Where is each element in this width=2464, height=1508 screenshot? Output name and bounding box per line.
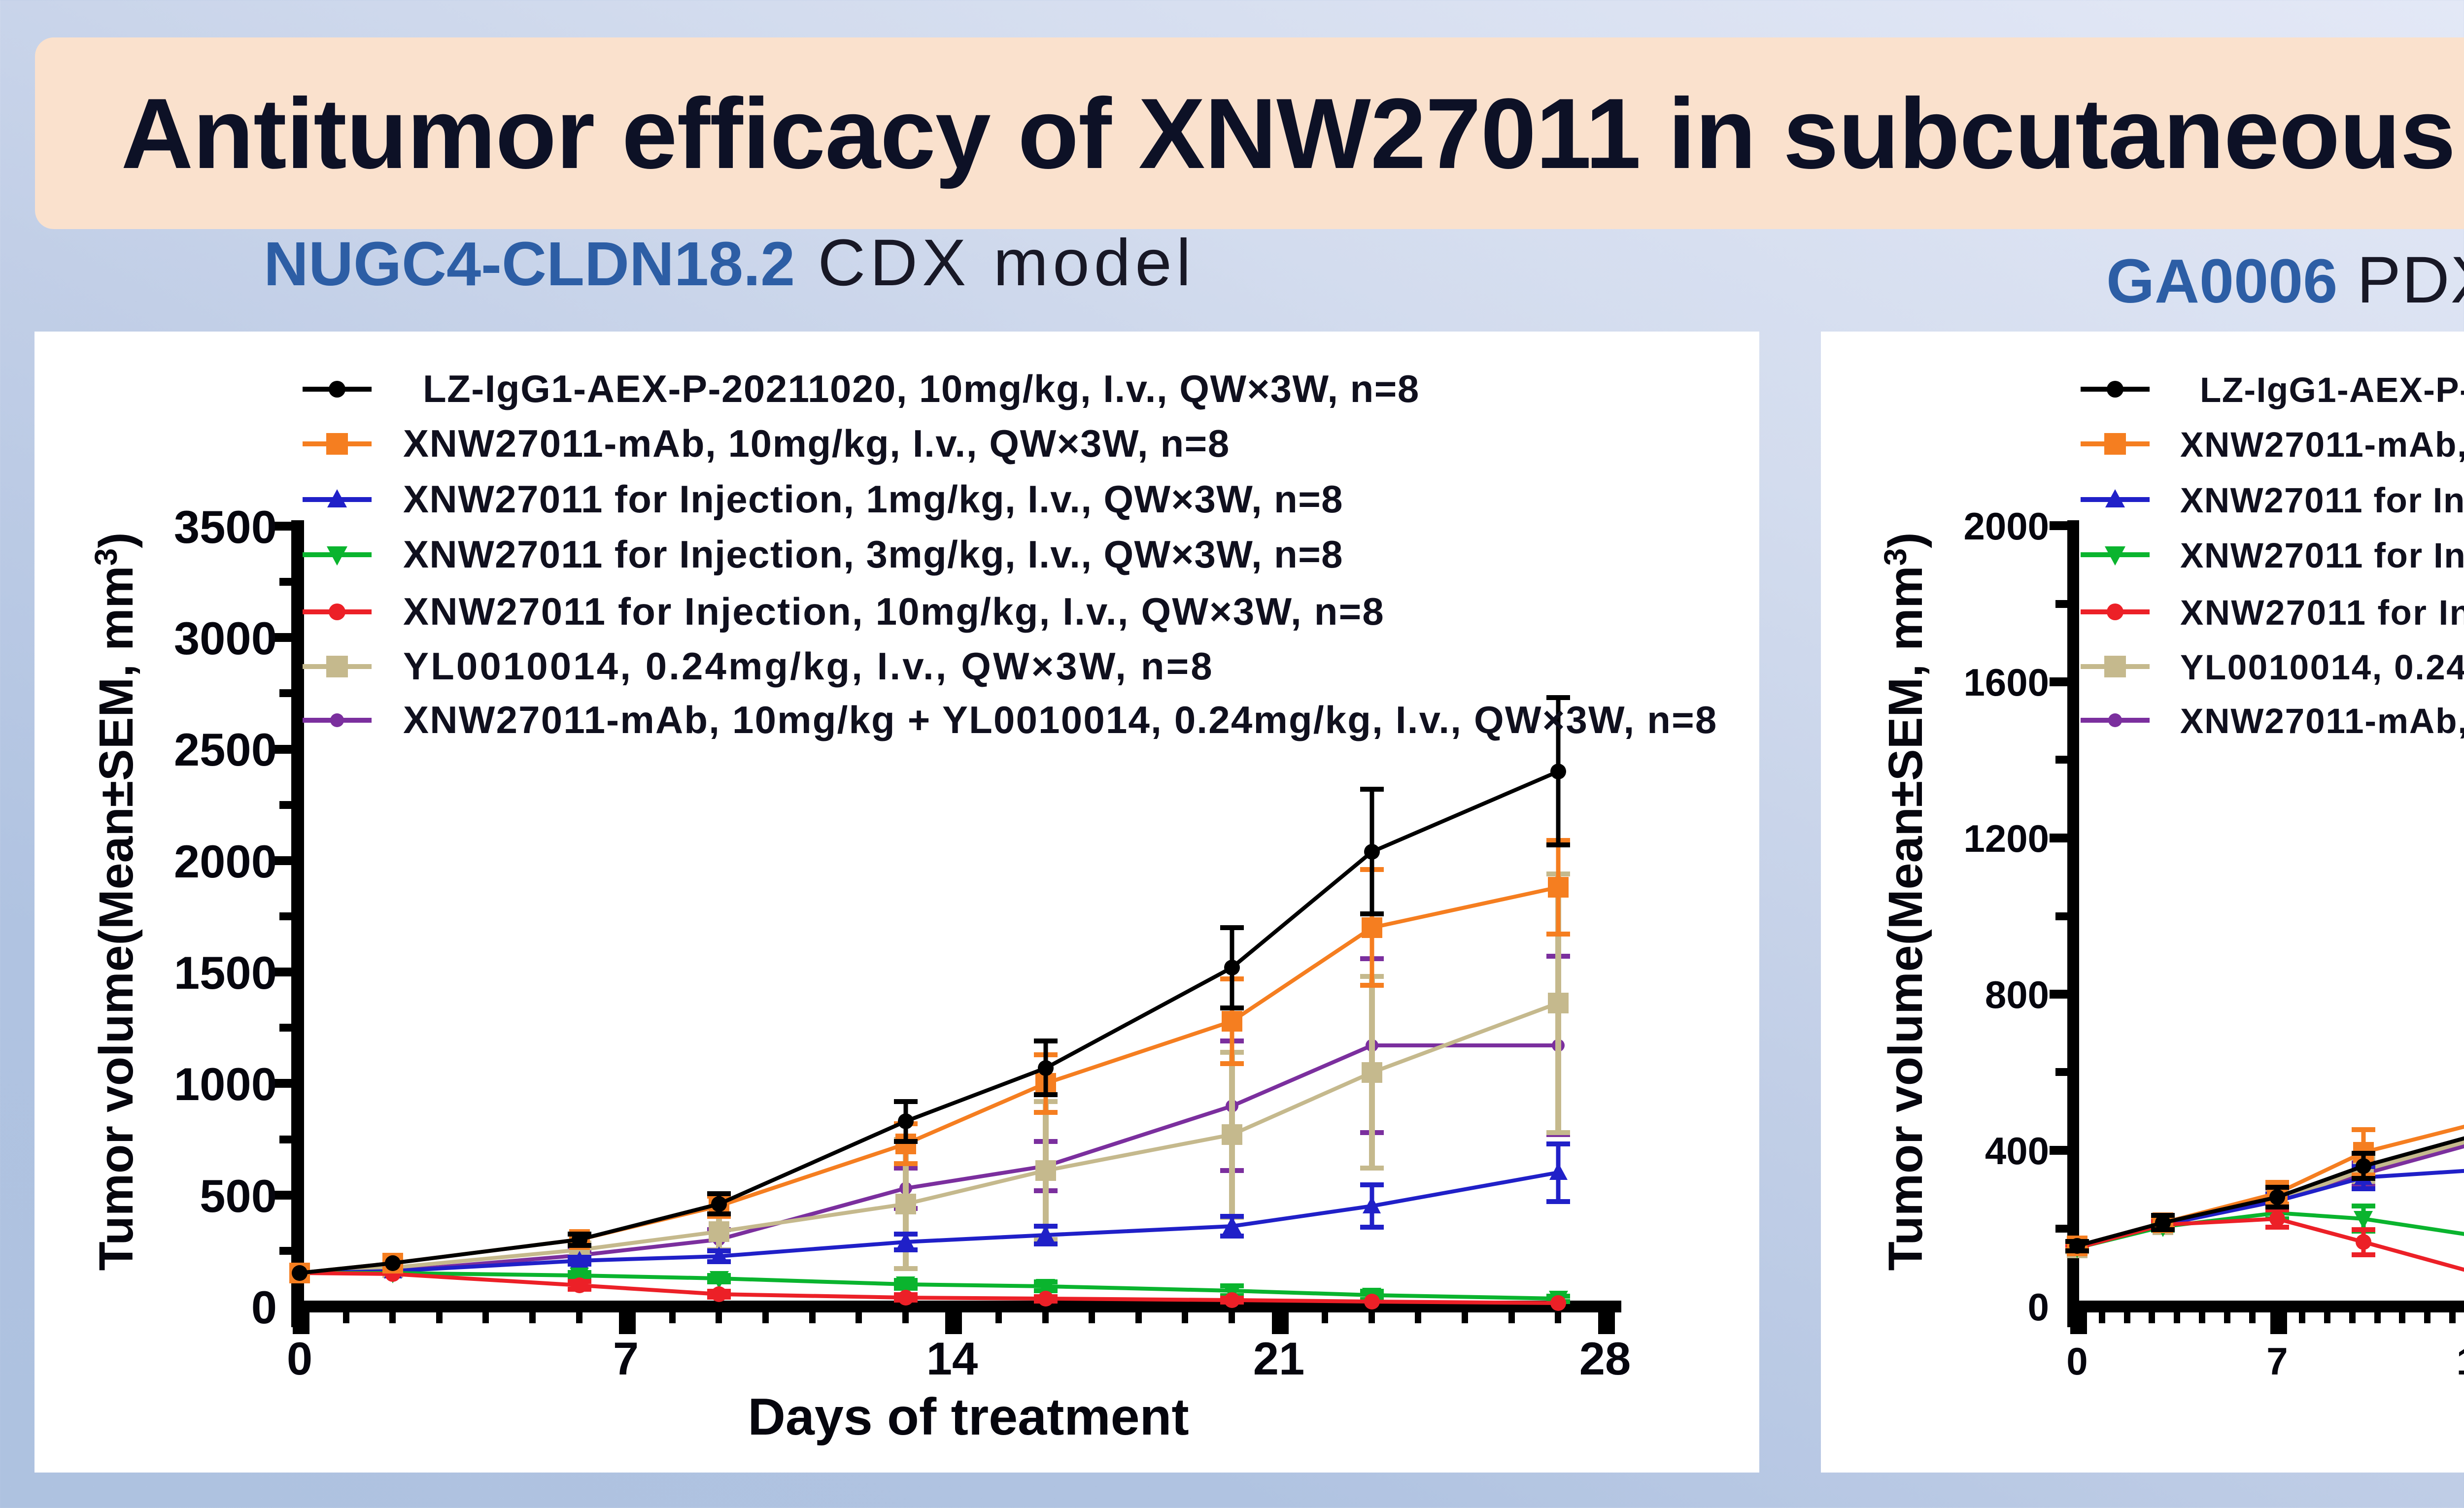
svg-text:LZ-IgG1-AEX-P-20211020, 10mg/k: LZ-IgG1-AEX-P-20211020, 10mg/kg, I.v., Q… <box>423 367 1420 410</box>
svg-text:3000: 3000 <box>174 612 277 664</box>
svg-text:YL0010014, 0.24mg/kg, I.v., QW: YL0010014, 0.24mg/kg, I.v., QW×3W, n=8 <box>2180 648 2464 687</box>
svg-text:XNW27011 for Injection, 10mg/k: XNW27011 for Injection, 10mg/kg, I.v., Q… <box>403 590 1385 633</box>
svg-text:YL0010014, 0.24mg/kg, I.v., QW: YL0010014, 0.24mg/kg, I.v., QW×3W, n=8 <box>403 644 1214 688</box>
svg-text:XNW27011 for Injection, 1mg/kg: XNW27011 for Injection, 1mg/kg, I.v., QW… <box>403 477 1343 521</box>
svg-text:7: 7 <box>613 1333 639 1384</box>
svg-text:1000: 1000 <box>174 1058 277 1110</box>
svg-text:Tumor volume(Mean±SEM, mm3): Tumor volume(Mean±SEM, mm3) <box>1878 532 1932 1271</box>
svg-text:500: 500 <box>200 1170 277 1222</box>
svg-text:0: 0 <box>2028 1285 2049 1329</box>
svg-text:3500: 3500 <box>174 501 277 553</box>
svg-text:0: 0 <box>287 1333 312 1384</box>
svg-text:XNW27011 for Injection, 1mg/kg: XNW27011 for Injection, 1mg/kg, I.v., QW… <box>2180 481 2464 520</box>
svg-text:1500: 1500 <box>174 947 277 999</box>
svg-text:XNW27011-mAb, 10mg/kg + YL0010: XNW27011-mAb, 10mg/kg + YL0010014, 0.24m… <box>403 698 1717 741</box>
svg-text:XNW27011-mAb, 10mg/kg, I.v., Q: XNW27011-mAb, 10mg/kg, I.v., QW×3W, n=8 <box>2180 426 2464 465</box>
svg-text:XNW27011-mAb, 10mg/kg, I.v., Q: XNW27011-mAb, 10mg/kg, I.v., QW×3W, n=8 <box>403 422 1230 465</box>
svg-text:28: 28 <box>1579 1333 1631 1384</box>
svg-text:2000: 2000 <box>174 836 277 887</box>
svg-text:1600: 1600 <box>1963 661 2049 704</box>
svg-text:2000: 2000 <box>1963 504 2049 548</box>
svg-text:Days of treatment: Days of treatment <box>2461 1388 2464 1446</box>
svg-text:7: 7 <box>2266 1340 2288 1383</box>
svg-text:0: 0 <box>251 1281 277 1333</box>
svg-text:2500: 2500 <box>174 724 277 775</box>
svg-text:14: 14 <box>926 1333 978 1384</box>
svg-text:XNW27011 for Injection, 3mg/kg: XNW27011 for Injection, 3mg/kg, I.v., QW… <box>2180 536 2464 575</box>
svg-text:800: 800 <box>1985 973 2049 1016</box>
svg-text:XNW27011 for Injection, 3mg/kg: XNW27011 for Injection, 3mg/kg, I.v., QW… <box>403 533 1343 576</box>
svg-text:LZ-IgG1-AEX-P-20211020, 10mg/k: LZ-IgG1-AEX-P-20211020, 10mg/kg, I.v., Q… <box>2200 371 2464 410</box>
svg-text:21: 21 <box>1253 1333 1305 1384</box>
svg-text:400: 400 <box>1985 1129 2049 1173</box>
svg-text:14: 14 <box>2457 1340 2464 1383</box>
svg-text:XNW27011-mAb, 10mg/kg + YL0010: XNW27011-mAb, 10mg/kg + YL0010014, 0.24m… <box>2180 702 2464 741</box>
svg-text:1200: 1200 <box>1963 817 2049 860</box>
svg-text:Tumor volume(Mean±SEM, mm3): Tumor volume(Mean±SEM, mm3) <box>88 532 143 1271</box>
svg-text:Days of treatment: Days of treatment <box>748 1388 1189 1446</box>
svg-text:0: 0 <box>2066 1340 2088 1383</box>
svg-text:XNW27011 for Injection, 10mg/k: XNW27011 for Injection, 10mg/kg, I.v., Q… <box>2180 594 2464 633</box>
